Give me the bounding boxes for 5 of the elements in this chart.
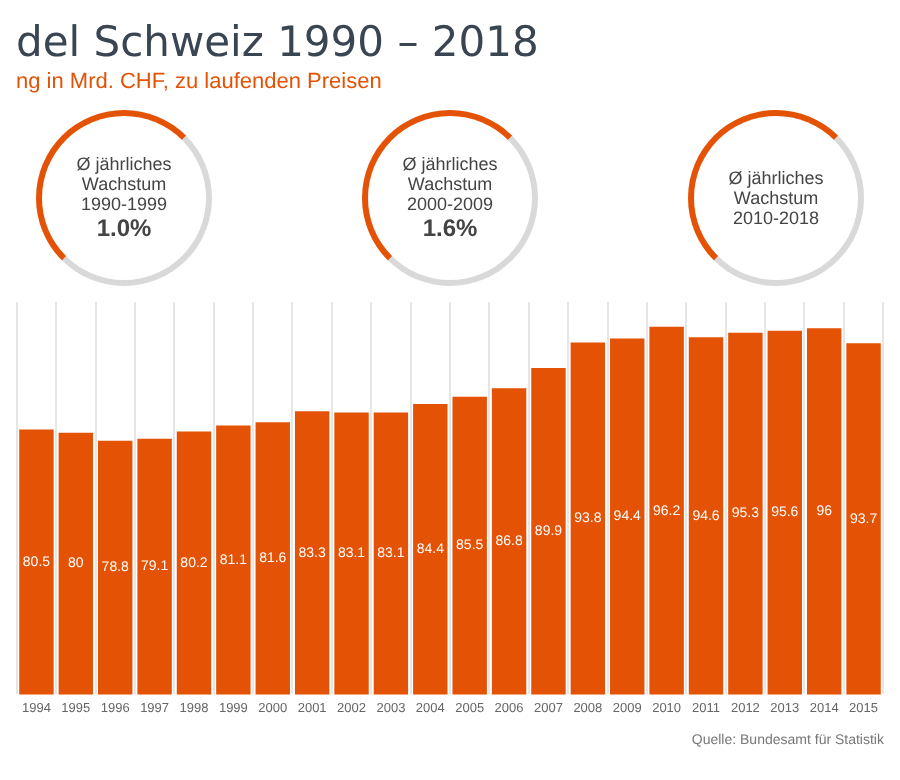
ring-frame: Ø jährliches Wachstum 2000-2009 1.6% — [362, 110, 538, 286]
chart-subtitle: ng in Mrd. CHF, zu laufenden Preisen — [16, 68, 384, 98]
chart-title: del Schweiz 1990 – 2018 — [16, 16, 541, 68]
ring-frame: Ø jährliches Wachstum 2010-2018 — [688, 110, 864, 286]
ring-frame: Ø jährliches Wachstum 1990-1999 1.0% — [36, 110, 212, 286]
